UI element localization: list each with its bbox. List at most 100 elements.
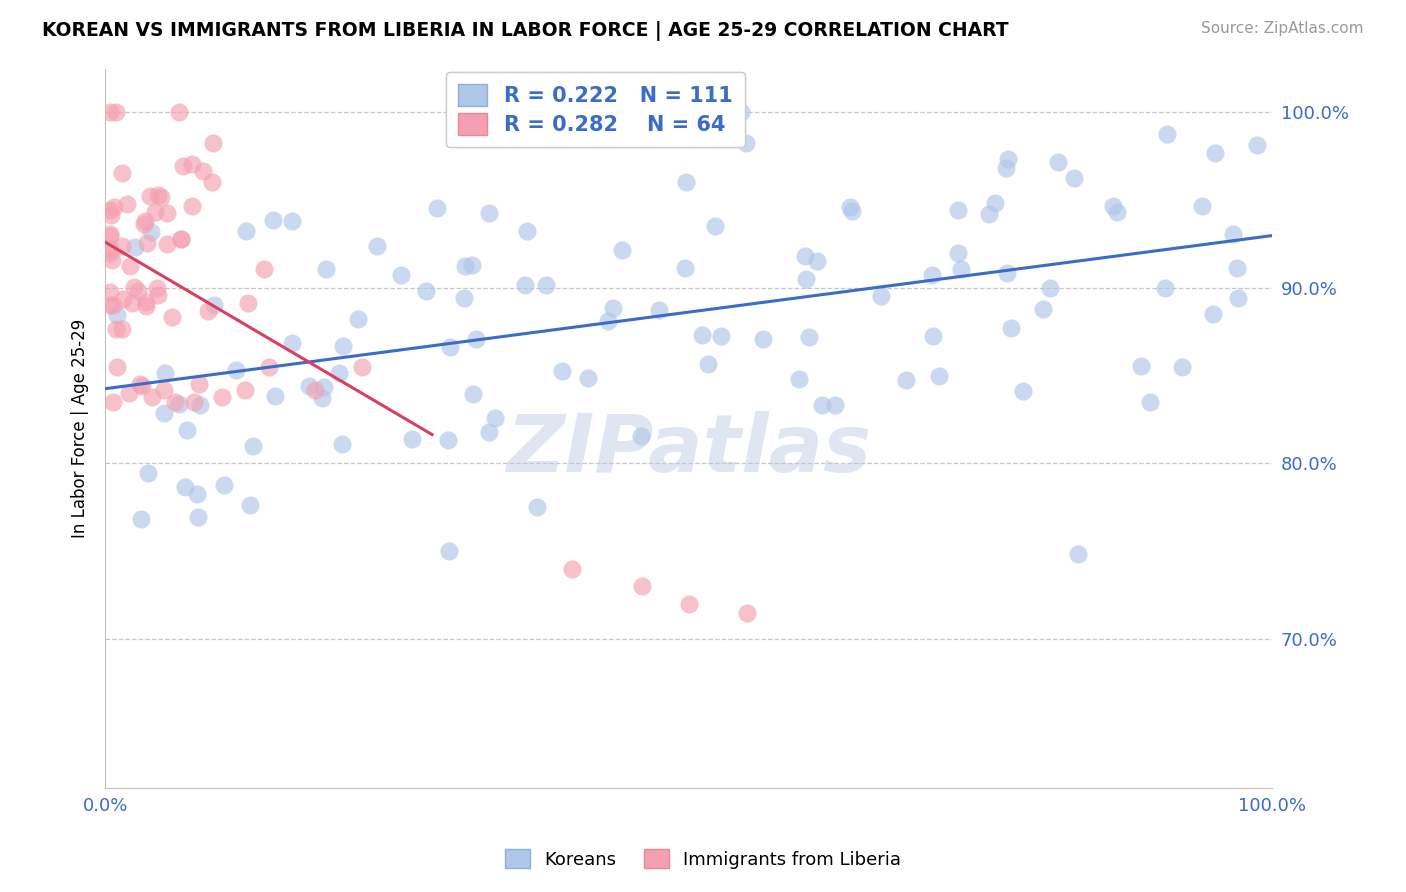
Point — [186, 487, 208, 501]
Point — [136, 235, 159, 250]
Point — [98, 285, 121, 299]
Legend: Koreans, Immigrants from Liberia: Koreans, Immigrants from Liberia — [498, 842, 908, 876]
Point — [104, 322, 127, 336]
Point — [401, 432, 423, 446]
Point — [152, 383, 174, 397]
Point — [156, 206, 179, 220]
Point — [187, 377, 209, 392]
Point — [111, 292, 134, 306]
Point — [146, 281, 169, 295]
Legend: R = 0.222   N = 111, R = 0.282    N = 64: R = 0.222 N = 111, R = 0.282 N = 64 — [446, 71, 745, 147]
Point — [330, 437, 353, 451]
Point — [735, 136, 758, 150]
Point — [350, 359, 373, 374]
Point — [298, 378, 321, 392]
Point — [787, 371, 810, 385]
Point — [100, 208, 122, 222]
Point — [1222, 227, 1244, 242]
Point — [107, 308, 129, 322]
Point — [461, 258, 484, 272]
Point — [534, 278, 557, 293]
Point — [690, 327, 713, 342]
Point — [172, 159, 194, 173]
Point — [181, 198, 204, 212]
Point — [928, 369, 950, 384]
Point — [122, 279, 145, 293]
Point — [239, 498, 262, 512]
Point — [824, 398, 846, 412]
Point — [98, 202, 121, 217]
Point — [995, 266, 1018, 280]
Point — [1105, 204, 1128, 219]
Point — [1032, 301, 1054, 316]
Point — [146, 288, 169, 302]
Point — [810, 398, 832, 412]
Point — [983, 195, 1005, 210]
Point — [160, 310, 183, 325]
Point — [281, 214, 304, 228]
Point — [704, 219, 727, 233]
Point — [315, 261, 337, 276]
Point — [794, 249, 817, 263]
Point — [1139, 394, 1161, 409]
Point — [153, 366, 176, 380]
Point — [752, 332, 775, 346]
Point — [922, 328, 945, 343]
Point — [111, 239, 134, 253]
Point — [1246, 138, 1268, 153]
Point — [263, 389, 285, 403]
Point — [709, 329, 731, 343]
Point — [561, 562, 583, 576]
Point — [191, 164, 214, 178]
Point — [183, 395, 205, 409]
Point — [439, 544, 461, 558]
Point — [197, 303, 219, 318]
Point — [190, 398, 212, 412]
Point — [735, 606, 758, 620]
Point — [1204, 145, 1226, 160]
Point — [98, 105, 121, 120]
Point — [173, 479, 195, 493]
Point — [946, 202, 969, 217]
Point — [839, 200, 862, 214]
Point — [201, 176, 224, 190]
Point — [453, 291, 475, 305]
Point — [366, 239, 388, 253]
Point — [806, 254, 828, 268]
Point — [235, 224, 257, 238]
Point — [465, 332, 488, 346]
Point — [129, 377, 152, 392]
Point — [1102, 199, 1125, 213]
Point — [103, 298, 125, 312]
Point — [950, 262, 973, 277]
Point — [1156, 127, 1178, 141]
Point — [799, 329, 821, 343]
Point — [98, 242, 121, 256]
Point — [118, 260, 141, 274]
Point — [127, 284, 149, 298]
Point — [304, 383, 326, 397]
Point — [631, 579, 654, 593]
Point — [98, 245, 121, 260]
Point — [214, 477, 236, 491]
Point — [170, 232, 193, 246]
Point — [187, 509, 209, 524]
Text: Source: ZipAtlas.com: Source: ZipAtlas.com — [1201, 21, 1364, 36]
Point — [673, 260, 696, 275]
Point — [135, 298, 157, 312]
Point — [869, 288, 891, 302]
Point — [146, 188, 169, 202]
Point — [478, 425, 501, 439]
Point — [101, 395, 124, 409]
Point — [201, 136, 224, 150]
Point — [484, 410, 506, 425]
Point — [105, 105, 128, 120]
Point — [697, 357, 720, 371]
Point — [1012, 384, 1035, 398]
Point — [612, 243, 634, 257]
Point — [253, 262, 276, 277]
Point — [551, 364, 574, 378]
Point — [98, 298, 121, 312]
Point — [675, 175, 697, 189]
Point — [730, 105, 752, 120]
